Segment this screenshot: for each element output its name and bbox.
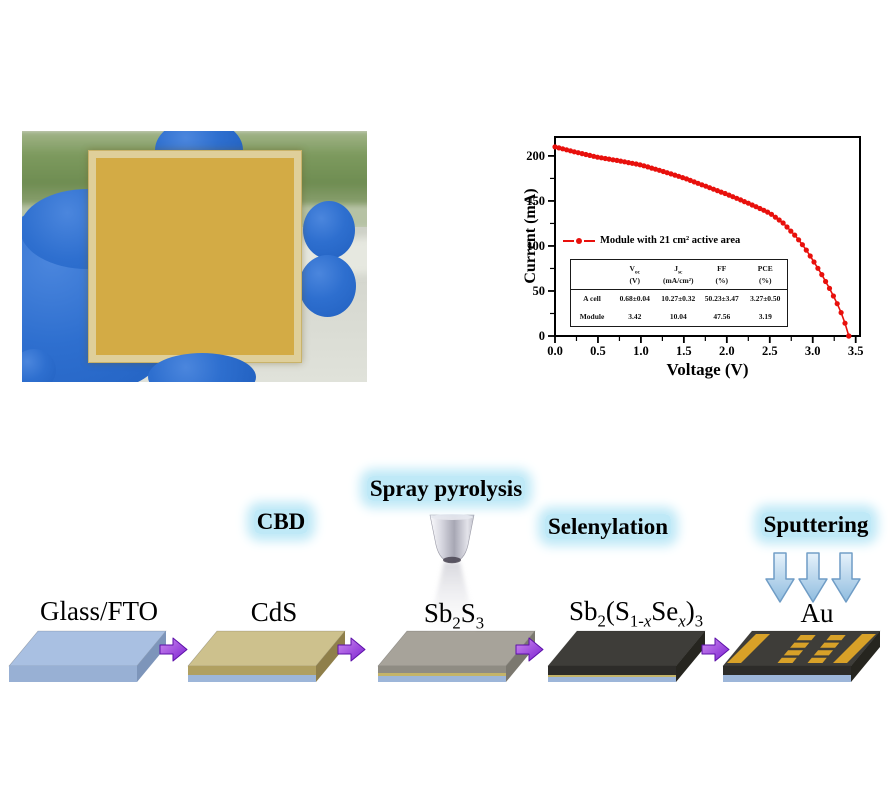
svg-text:2.0: 2.0 [719,344,735,358]
module-photo [22,131,367,382]
svg-text:200: 200 [526,149,545,163]
process-label-spray-pyrolysis: Spray pyrolysis [296,476,596,502]
svg-text:0.0: 0.0 [547,344,563,358]
table-header-ff: FF (%) [715,263,729,285]
svg-text:1.5: 1.5 [676,344,692,358]
iv-chart: 0.0 0.5 1.0 1.5 2.0 2.5 3.0 3.5 0 50 100 150 200 Cur… [515,115,888,405]
svg-text:0.5: 0.5 [590,344,606,358]
pv-parameters-table: Voc (V) Jsc (mA/cm²) FF (%) PCE (%) A ce… [570,259,788,327]
svg-text:3.5: 3.5 [848,344,864,358]
table-header-row: Voc (V) Jsc (mA/cm²) FF (%) PCE (%) [571,260,787,290]
table-row: Module 3.42 10.04 47.56 3.19 [579,312,772,322]
module-cells [96,158,294,355]
process-label-cbd: CBD [131,509,431,535]
glove-fingertip-upper [303,201,355,259]
iv-curve-plot: 0.0 0.5 1.0 1.5 2.0 2.5 3.0 3.5 0 50 100 150 200 [526,136,864,358]
x-axis-label: Voltage (V) [666,360,749,379]
y-axis-label: Current (mA) [522,188,539,284]
svg-text:1.0: 1.0 [633,344,649,358]
svg-text:2.5: 2.5 [762,344,778,358]
solar-module [88,150,302,363]
material-label-sb2s3: Sb2S3 [423,598,485,633]
legend-marker [563,237,595,244]
table-header-pce: PCE (%) [757,263,773,285]
material-label-glass-fto: Glass/FTO [39,596,159,626]
glove-fingertip-lower [299,255,356,317]
svg-text:0: 0 [539,329,545,343]
table-row: A cell 0.68±0.04 10.27±0.32 50.23±3.47 3… [583,294,781,304]
table-header-jsc: Jsc (mA/cm²) [662,263,694,285]
svg-text:50: 50 [533,284,546,298]
process-diagram: CBD Spray pyrolysis Selenylation Sputter… [0,460,888,710]
process-diagram-graphics [8,514,881,682]
svg-text:150: 150 [526,194,545,208]
material-label-cds: CdS [250,597,298,627]
process-label-sputtering: Sputtering [666,512,888,538]
chart-legend: Module with 21 cm² active area [563,235,740,246]
material-label-au: Au [800,598,834,628]
process-label-selenylation: Selenylation [458,514,758,540]
svg-text:100: 100 [526,239,545,253]
svg-text:3.0: 3.0 [805,344,821,358]
material-label-sbsse: Sb2(S1-xSex)3 [568,596,704,631]
legend-label: Module with 21 cm² active area [600,235,741,246]
table-header-voc: Voc (V) [629,263,640,285]
